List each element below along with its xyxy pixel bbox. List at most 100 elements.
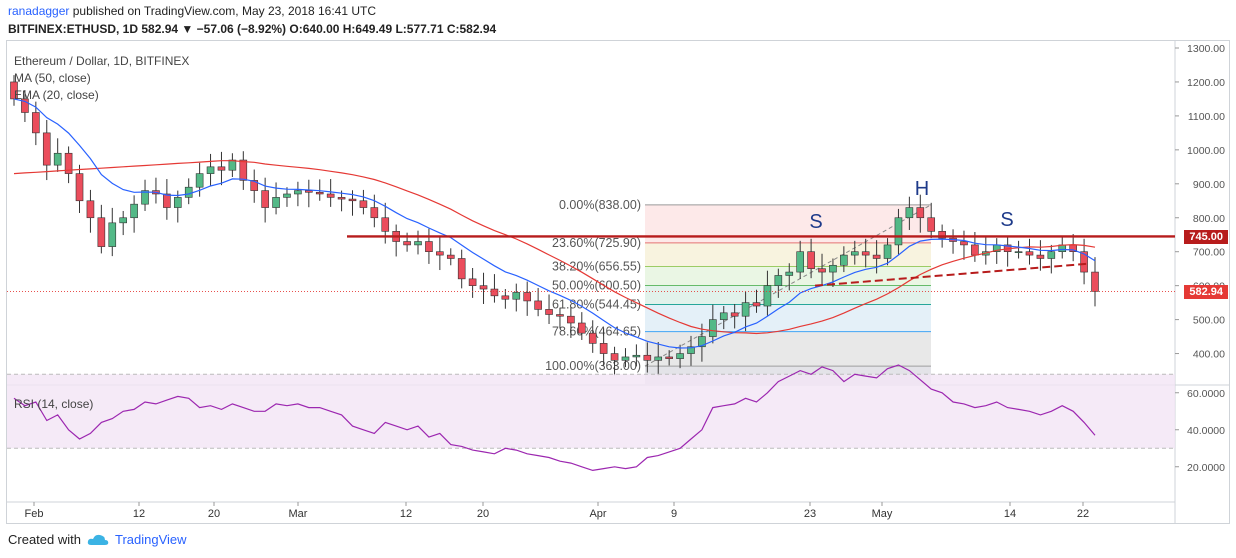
candle-body [654, 356, 663, 361]
candle-body [523, 292, 532, 302]
candle-body [206, 166, 215, 174]
candle-body [894, 217, 903, 246]
candle-body [599, 343, 608, 354]
candle-body [512, 292, 521, 300]
candle-body [217, 166, 226, 171]
rsi-tick-label: 40.0000 [1187, 425, 1225, 437]
neckline [814, 262, 1091, 287]
candle-body [75, 173, 84, 202]
candle-body [403, 241, 411, 246]
ma-legend: MA (50, close) [14, 71, 91, 85]
candle-body [414, 241, 422, 246]
candle-body [53, 152, 62, 166]
ema20-line [13, 98, 1096, 349]
candle-body [719, 312, 728, 320]
candle-body [446, 254, 455, 259]
candle-body [425, 241, 433, 252]
candle-body [971, 244, 979, 256]
candle-body [228, 159, 237, 171]
candle-body [763, 285, 772, 307]
candle-body [272, 197, 280, 208]
candle-body [294, 190, 302, 195]
current-price-tag: 582.94 [1184, 285, 1228, 299]
candle-body [916, 207, 925, 219]
candle-body [239, 159, 248, 181]
fib-level-label: 50.00%(600.50) [552, 278, 641, 292]
price-tick-label: 800.00 [1193, 213, 1225, 225]
candle-body [577, 322, 586, 334]
candle-body [163, 193, 171, 208]
candle-body [468, 278, 477, 286]
fib-level-label: 38.20%(656.55) [552, 259, 641, 273]
rsi-line [13, 364, 1096, 472]
author-link[interactable]: ranadagger [8, 4, 70, 18]
candle-body [567, 315, 575, 324]
rsi-band [7, 374, 1175, 449]
fib-trend-line [644, 204, 932, 367]
candle-body [108, 222, 117, 247]
fib-level-label: 23.60%(725.90) [552, 236, 641, 250]
time-tick-label: 23 [804, 508, 816, 520]
candle-body [829, 264, 837, 273]
pattern-label: S [1000, 209, 1013, 231]
last-price: 582.94 [141, 22, 179, 36]
time-tick-label: 12 [400, 508, 412, 520]
candle-body [709, 319, 717, 337]
fib-zone [645, 242, 931, 267]
candle-body [32, 112, 40, 134]
candle-body [807, 251, 815, 269]
fib-zone [645, 285, 931, 305]
time-tick-label: 14 [1004, 508, 1016, 520]
candle-body [130, 203, 138, 219]
candle-body [195, 173, 204, 188]
time-tick-label: May [872, 508, 893, 520]
candle-body [97, 217, 106, 247]
fib-level-label: 100.00%(363.00) [545, 359, 641, 373]
candle-body [119, 217, 127, 224]
candle-body [1047, 251, 1056, 259]
fib-zone [645, 304, 931, 332]
candle-body [283, 193, 291, 198]
resistance-price-tag: 745.00 [1184, 230, 1228, 244]
price-change: −57.06 (−8.92%) [196, 22, 287, 36]
candle-body [479, 285, 488, 290]
ohlc-values: O:640.00 H:649.49 L:577.71 C:582.94 [289, 22, 497, 36]
candle-body [490, 288, 499, 297]
candle-body [698, 336, 706, 348]
candle-body [621, 356, 630, 361]
pattern-label: S [809, 211, 822, 233]
rsi-tick-label: 60.0000 [1187, 388, 1225, 400]
time-tick-label: 22 [1077, 508, 1089, 520]
tradingview-brand-link[interactable]: TradingView [114, 532, 187, 547]
price-tick-label: 1000.00 [1187, 145, 1225, 157]
fib-level-label: 78.60%(464.65) [552, 325, 641, 339]
candle-body [173, 197, 182, 208]
price-tick-label: 1300.00 [1187, 43, 1225, 55]
candle-body [305, 190, 313, 193]
candle-body [64, 152, 73, 174]
candle-body [370, 207, 379, 219]
candle-body [545, 309, 553, 315]
candle-body [960, 241, 968, 246]
down-arrow-icon: ▼ [181, 22, 194, 36]
candle-body [184, 186, 193, 198]
price-tick-label: 500.00 [1193, 315, 1225, 327]
candle-body [861, 251, 870, 256]
fib-level-label: 61.80%(544.45) [552, 298, 641, 312]
candle-body [381, 217, 390, 232]
candle-body [938, 231, 946, 239]
price-tick-label: 1100.00 [1188, 111, 1225, 123]
candle-body [840, 254, 848, 266]
time-tick-label: 20 [208, 508, 220, 520]
candle-body [556, 314, 564, 317]
candle-body [610, 353, 619, 361]
candle-body [141, 190, 149, 205]
candle-body [1080, 251, 1088, 273]
candle-body [588, 332, 597, 344]
candle-body [927, 217, 936, 232]
candle-body [850, 251, 859, 256]
candle-body [1014, 251, 1023, 253]
candle-body [785, 271, 794, 276]
candle-body [261, 190, 269, 208]
